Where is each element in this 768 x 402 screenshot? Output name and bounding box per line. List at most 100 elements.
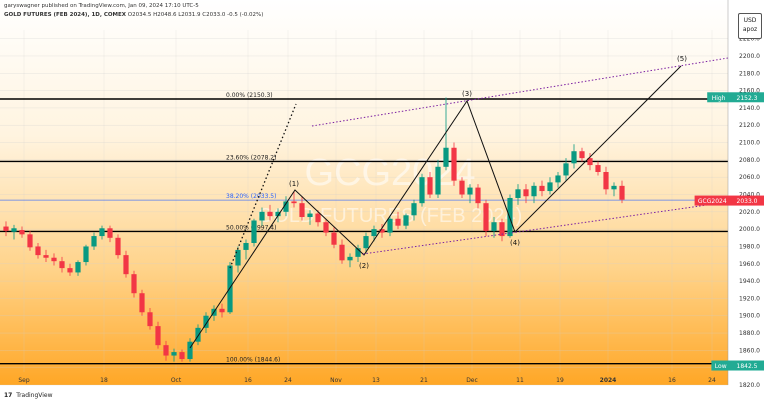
candle-body xyxy=(11,228,17,232)
candle-body xyxy=(19,230,25,235)
wave-label: (4) xyxy=(510,239,520,247)
candle-body xyxy=(539,185,545,192)
x-tick-label: Sep xyxy=(18,377,30,384)
candle-body xyxy=(579,151,585,159)
candle-body xyxy=(115,237,121,256)
symbol-title: GOLD FUTURES (FEB 2024), 1D, COMEX xyxy=(4,12,127,18)
candle-body xyxy=(531,185,537,197)
candle-body xyxy=(363,236,369,249)
y-tick-label: 1940.0 xyxy=(739,278,760,285)
currency-unit-button[interactable]: USD apoz xyxy=(738,13,762,39)
fibonacci-levels[interactable]: 0.00% (2150.3) 23.60% (2078.2) 38.20% (203… xyxy=(0,92,728,365)
tradingview-footer[interactable]: 17 TradingView xyxy=(4,392,53,399)
wave-label: (5) xyxy=(677,55,687,63)
y-tick-label: 1920.0 xyxy=(739,295,760,302)
candle-body xyxy=(27,234,33,248)
candle-body xyxy=(315,213,321,223)
price-tag-label-box xyxy=(694,195,730,206)
fib-level-label: 38.20% (2033.5) xyxy=(226,193,276,200)
price-tag-label: GCG2024 xyxy=(698,198,727,205)
price-tag-value-box xyxy=(730,360,764,371)
x-tick-label: 24 xyxy=(708,377,716,384)
price-tag-value: 1842.5 xyxy=(737,363,758,370)
y-tick-label: 2060.0 xyxy=(739,174,760,181)
y-tick-label: 1860.0 xyxy=(739,347,760,354)
price-axis[interactable]: 1820.01840.01860.01880.01900.01920.01940… xyxy=(727,0,760,389)
candle-body xyxy=(459,180,465,195)
wave-label: (2) xyxy=(359,262,369,270)
elliott-wave-path xyxy=(189,65,682,349)
candle-body xyxy=(131,274,137,294)
candle-body xyxy=(427,177,433,195)
projection-dotted-line xyxy=(229,103,297,269)
candle-body xyxy=(251,220,257,243)
currency-label: USD xyxy=(743,17,757,24)
y-tick-label: 2080.0 xyxy=(739,157,760,164)
candle-body xyxy=(259,211,265,221)
candle-body xyxy=(499,222,505,237)
candle-body xyxy=(187,341,193,360)
candle-body xyxy=(603,172,609,190)
y-tick-label: 2040.0 xyxy=(739,192,760,199)
candle-body xyxy=(523,189,529,197)
fib-level-label: 0.00% (2150.3) xyxy=(226,92,273,99)
x-tick-label: Oct xyxy=(171,377,182,384)
candle-body xyxy=(611,185,617,190)
price-tag-value-box xyxy=(730,92,764,103)
x-tick-label: 2024 xyxy=(600,377,617,384)
price-tag-value: 2152.3 xyxy=(737,95,758,102)
candle-body xyxy=(123,255,129,275)
candle-body xyxy=(67,268,73,273)
candle-body xyxy=(291,201,297,204)
y-tick-label: 2140.0 xyxy=(739,105,760,112)
upper-channel-line xyxy=(311,57,729,127)
wave-drawings[interactable]: (1) (2) (3) (4) (5) xyxy=(189,55,729,349)
x-tick-label: 19 xyxy=(556,377,564,384)
price-tag-value-box xyxy=(730,195,764,206)
candle-body xyxy=(299,203,305,218)
x-tick-label: Nov xyxy=(330,377,342,384)
y-tick-label: 2020.0 xyxy=(739,209,760,216)
candle-body xyxy=(43,255,49,258)
time-axis[interactable]: Sep 18 Oct 16 24 Nov 13 21 Dec 11 19 2024 16 24 xyxy=(18,377,716,384)
candle-body xyxy=(355,248,361,257)
candle-body xyxy=(219,308,225,313)
candle-body xyxy=(419,177,425,204)
candle-body xyxy=(227,265,233,313)
candle-body xyxy=(195,327,201,342)
unit-label: apoz xyxy=(742,26,758,33)
fib-level-label: 23.60% (2078.2) xyxy=(226,154,276,161)
published-line: garyswagner published on TradingView.com… xyxy=(4,3,199,9)
candle-body xyxy=(171,352,177,356)
x-tick-label: 16 xyxy=(668,377,676,384)
candle-body xyxy=(75,262,81,273)
price-tag-label: Low xyxy=(715,363,727,370)
candle-body xyxy=(155,326,161,346)
y-tick-label: 2220.0 xyxy=(739,36,760,43)
ohlc-values: O2034.5 H2048.6 L2031.9 C2033.0 -0.5 (-0… xyxy=(127,12,264,18)
candle-body xyxy=(395,218,401,226)
x-tick-label: 11 xyxy=(516,377,524,384)
candle-body xyxy=(619,185,625,200)
candle-body xyxy=(515,189,521,198)
candle-body xyxy=(307,213,313,218)
candle-body xyxy=(179,352,185,360)
candle-body xyxy=(435,166,441,195)
candle-body xyxy=(203,315,209,328)
candle-body xyxy=(547,182,553,192)
price-tag-label-box xyxy=(711,360,730,371)
wave-label: (1) xyxy=(289,180,299,188)
candle-body xyxy=(59,261,65,269)
y-tick-label: 2000.0 xyxy=(739,226,760,233)
x-tick-label: 24 xyxy=(284,377,292,384)
y-tick-label: 1900.0 xyxy=(739,313,760,320)
candle-body xyxy=(563,163,569,176)
footer-brand: TradingView xyxy=(16,392,53,399)
price-tag-label-box xyxy=(707,92,730,103)
candle-body xyxy=(107,228,113,238)
candle-body xyxy=(99,228,105,237)
candle-body xyxy=(587,158,593,166)
wave-label: (3) xyxy=(462,90,472,98)
candle-body xyxy=(331,232,337,245)
